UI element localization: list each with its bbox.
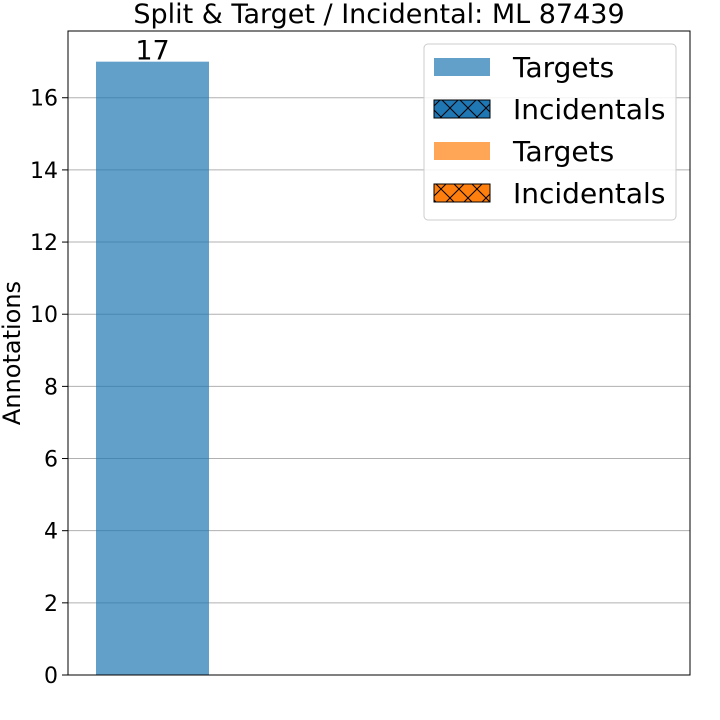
y-tick-label: 10 xyxy=(30,303,58,328)
legend: Targets Incidentals Targets Incidentals xyxy=(423,43,677,221)
y-tick-label: 4 xyxy=(44,520,58,545)
y-tick-label: 6 xyxy=(44,448,58,473)
bar-targets-blue xyxy=(96,61,209,675)
legend-swatch-hatch xyxy=(434,184,490,202)
legend-label: Incidentals xyxy=(513,177,665,210)
y-tick-label: 2 xyxy=(44,592,58,617)
bars xyxy=(96,61,209,675)
chart-title: Split & Target / Incidental: ML 87439 xyxy=(133,0,624,30)
y-tick-label: 16 xyxy=(30,87,58,112)
bar-value-label: 17 xyxy=(135,36,169,67)
legend-swatch-targets-blue xyxy=(434,58,490,76)
y-tick-label: 8 xyxy=(44,375,58,400)
y-tick-label: 12 xyxy=(30,231,58,256)
legend-label: Incidentals xyxy=(513,93,665,126)
legend-swatch-hatch xyxy=(434,100,490,118)
plot-frame xyxy=(67,30,691,676)
legend-swatch-targets-orange xyxy=(434,142,490,160)
data-labels: 17 xyxy=(135,36,169,67)
y-axis-label: Annotations xyxy=(0,281,26,425)
legend-label: Targets xyxy=(512,51,614,84)
y-tick-label: 14 xyxy=(30,159,58,184)
y-ticks: 0 2 4 6 8 10 12 14 16 xyxy=(30,87,68,689)
y-tick-label: 0 xyxy=(44,664,58,689)
legend-label: Targets xyxy=(512,135,614,168)
legend-box xyxy=(423,43,677,221)
